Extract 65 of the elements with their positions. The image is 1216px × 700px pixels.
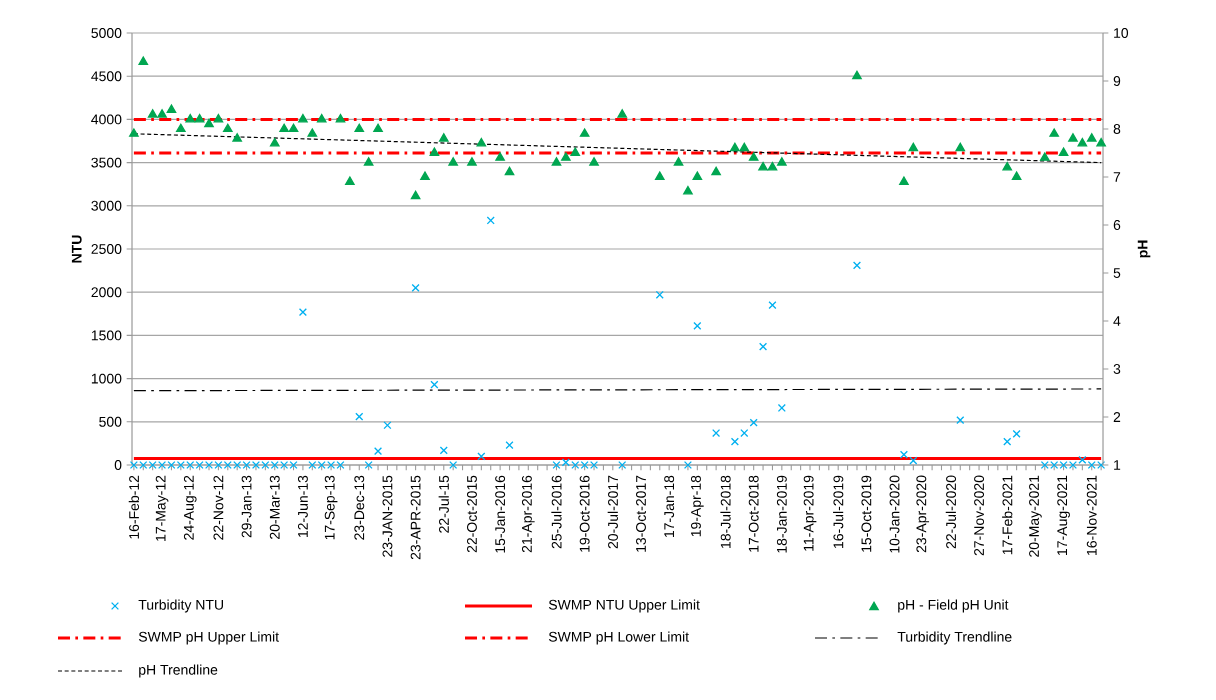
x-tick-label: 12-Jun-13	[297, 475, 308, 538]
x-tick-label: 23-Dec-13	[354, 475, 365, 540]
legend-label: SWMP NTU Upper Limit	[548, 599, 700, 613]
y-tick-label: 500	[99, 416, 122, 427]
x-tick-label: 18-Jul-2018	[720, 475, 731, 548]
x-tick-label: 25-Jul-2016	[551, 475, 562, 549]
x-tick-label: 23-Apr-2020	[916, 475, 930, 553]
x-tick-label: 24-Aug-12	[183, 475, 197, 540]
y-tick-label: 2000	[91, 287, 122, 298]
x-tick-label: 27-Nov-2020	[974, 475, 985, 556]
legend-label: pH - Field pH Unit	[898, 599, 1009, 613]
x-tick-label: 18-Jan-2019	[776, 475, 787, 553]
x-tick-label: 16-Nov-2021	[1086, 475, 1097, 555]
y2-tick-label: 2	[1113, 412, 1121, 422]
x-tick-label: 17-Sep-13	[324, 475, 338, 540]
x-tick-label: 17-May-12	[155, 475, 169, 541]
x-tick-label: 20-Jul-2017	[607, 475, 618, 549]
y2-tick-label: 7	[1113, 172, 1121, 182]
y-tick-label: 4500	[91, 71, 122, 82]
x-tick-label: 11-Apr-2019	[803, 475, 817, 551]
x-tick-label: 23-JAN-2015	[382, 475, 393, 557]
y-tick-label: 3500	[91, 157, 122, 168]
y2-tick-label: 8	[1113, 124, 1121, 134]
x-tick-label: 13-Oct-2017	[636, 475, 646, 552]
x-tick-label: 16-Feb-12	[128, 475, 140, 539]
x-tick-label: 21-Apr-2016	[521, 475, 535, 553]
y2-tick-label: 9	[1113, 76, 1121, 86]
y-tick-label: 0	[114, 460, 122, 470]
y2-tick-label: 1	[1114, 460, 1121, 470]
y-tick-label: 5000	[91, 28, 122, 38]
legend-label: SWMP pH Lower Limit	[548, 631, 689, 645]
y2-tick-label: 3	[1113, 364, 1121, 374]
x-tick-label: 15-Oct-2019	[861, 475, 872, 552]
y-tick-label: 4000	[91, 114, 122, 125]
y2-axis-title: pH	[1137, 240, 1151, 258]
x-tick-label: 19-Apr-18	[691, 475, 704, 537]
x-tick-label: 19-Oct-2016	[579, 475, 590, 552]
legend-label: SWMP pH Upper Limit	[138, 631, 279, 645]
x-tick-label: 22-Jul-2020	[945, 475, 957, 549]
y-tick-label: 1500	[91, 330, 122, 341]
y-tick-label: 2500	[91, 244, 122, 254]
x-tick-label: 20-May-2021	[1029, 475, 1042, 557]
x-tick-label: 22-Jul-15	[438, 475, 449, 533]
x-tick-label: 23-APR-2015	[410, 475, 421, 560]
legend-label: Turbidity NTU	[138, 599, 223, 613]
x-tick-label: 17-Oct-2018	[748, 475, 759, 552]
x-tick-label: 17-Jan-18	[664, 475, 675, 538]
x-tick-label: 17-Feb-2021	[1002, 475, 1013, 555]
y-axis-title: NTU	[71, 235, 82, 263]
y-tick-label: 3000	[91, 200, 122, 211]
x-tick-label: 22-Nov-12	[213, 475, 224, 540]
x-tick-label: 17-Aug-2021	[1057, 475, 1070, 555]
x-tick-label: 20-Mar-13	[269, 475, 280, 539]
x-tick-label: 16-Jul-2019	[833, 475, 844, 548]
legend-label: pH Trendline	[139, 664, 218, 678]
legend-label: Turbidity Trendline	[897, 631, 1012, 645]
x-tick-label: 29-Jan-13	[241, 475, 252, 538]
x-tick-label: 15-Jan-2016	[495, 475, 506, 553]
y-tick-label: 1000	[91, 373, 122, 384]
y2-tick-label: 6	[1113, 220, 1121, 230]
x-tick-label: 10-Jan-2020	[889, 475, 900, 553]
x-tick-label: 22-Oct-2015	[467, 475, 477, 553]
y2-tick-label: 4	[1113, 316, 1121, 326]
y2-tick-label: 10	[1114, 28, 1129, 38]
y2-tick-label: 5	[1113, 268, 1121, 278]
